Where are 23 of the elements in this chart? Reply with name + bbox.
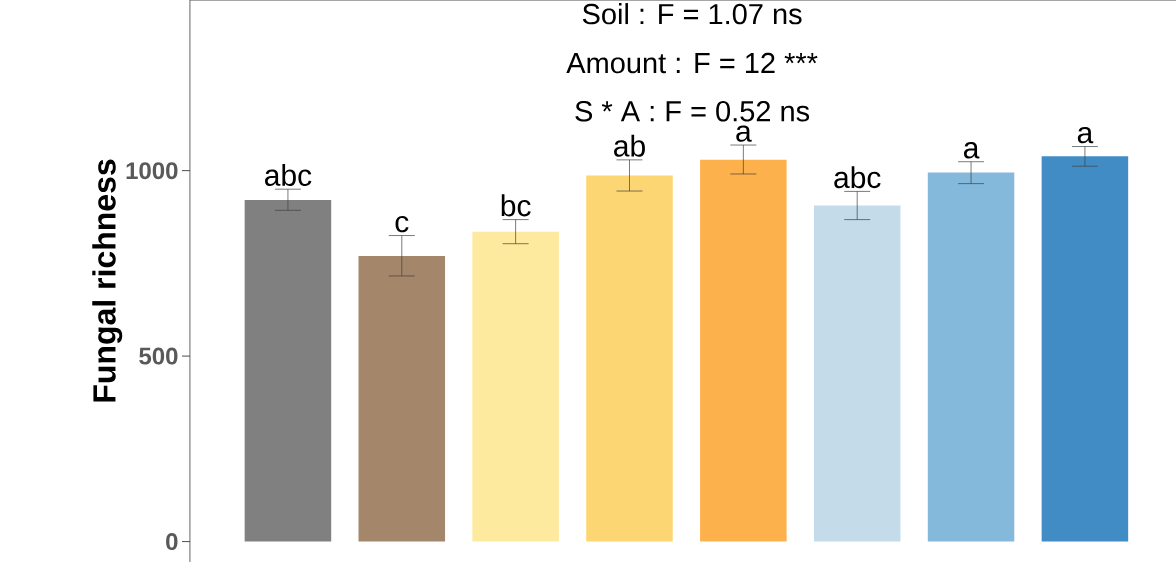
bar	[244, 199, 332, 542]
y-axis-title: Fungal richness	[92, 159, 123, 402]
bar	[358, 255, 446, 542]
bar	[700, 159, 787, 542]
y-tick-label: 1000	[126, 162, 178, 180]
annotation: Soil : F = 1.07 ns	[582, 3, 802, 25]
bar	[927, 172, 1015, 542]
annotation: abc	[265, 163, 312, 186]
y-tick-label: 500	[139, 347, 178, 365]
annotation: Amount : F = 12 ***	[566, 52, 818, 74]
bar	[813, 205, 901, 542]
bar	[472, 231, 559, 542]
annotation: a	[1077, 126, 1094, 144]
annotation: c	[395, 215, 409, 233]
y-tick-label: 0	[166, 533, 178, 551]
annotation: S * A : F = 0.52 ns	[575, 101, 810, 122]
annotation: a	[963, 142, 980, 159]
annotation: bc	[501, 194, 531, 217]
bar	[1041, 156, 1129, 542]
annotation: ab	[614, 134, 645, 157]
bar	[586, 175, 673, 542]
annotation: a	[736, 125, 752, 142]
annotation: abc	[834, 166, 881, 189]
